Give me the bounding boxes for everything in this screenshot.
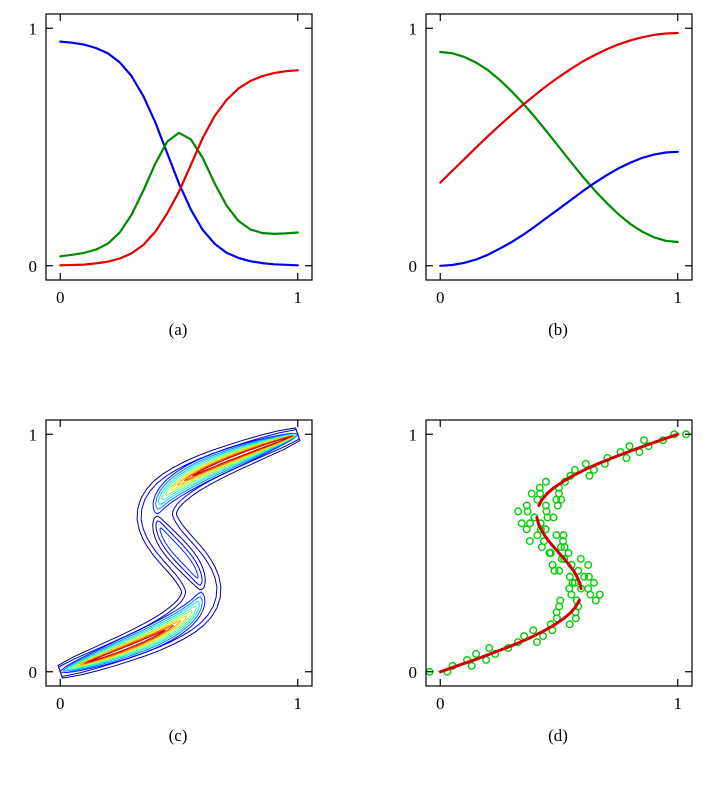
panel-a: 0 1 0 1 (a)	[0, 6, 356, 340]
panel-a-caption: (a)	[168, 320, 188, 339]
svg-text:0: 0	[29, 663, 38, 682]
svg-text:0: 0	[56, 694, 65, 712]
svg-text:0: 0	[409, 257, 418, 276]
svg-text:1: 1	[409, 425, 418, 444]
svg-text:1: 1	[294, 694, 303, 712]
panel-c-caption: (c)	[168, 726, 188, 745]
svg-text:1: 1	[409, 19, 418, 38]
panel-b: 0 1 0 1 (b)	[380, 6, 713, 340]
panel-b-caption: (b)	[548, 320, 568, 339]
panel-d: 0 1 0 1 (d)	[380, 412, 713, 746]
panel-d-caption: (d)	[548, 726, 568, 745]
panel-d-plot: 0 1 0 1	[409, 419, 693, 712]
panel-c: 0 1 0 1 (c)	[0, 412, 356, 746]
svg-text:0: 0	[409, 663, 418, 682]
svg-text:0: 0	[436, 288, 445, 306]
svg-text:1: 1	[674, 694, 683, 712]
svg-text:0: 0	[56, 288, 65, 306]
panel-a-plot: 0 1 0 1	[29, 13, 313, 306]
svg-text:1: 1	[674, 288, 683, 306]
svg-text:1: 1	[294, 288, 303, 306]
svg-text:1: 1	[29, 19, 38, 38]
svg-text:0: 0	[29, 257, 38, 276]
svg-text:1: 1	[29, 425, 38, 444]
panel-c-plot: 0 1 0 1	[29, 419, 313, 712]
svg-text:0: 0	[436, 694, 445, 712]
panel-b-plot: 0 1 0 1	[409, 13, 693, 306]
